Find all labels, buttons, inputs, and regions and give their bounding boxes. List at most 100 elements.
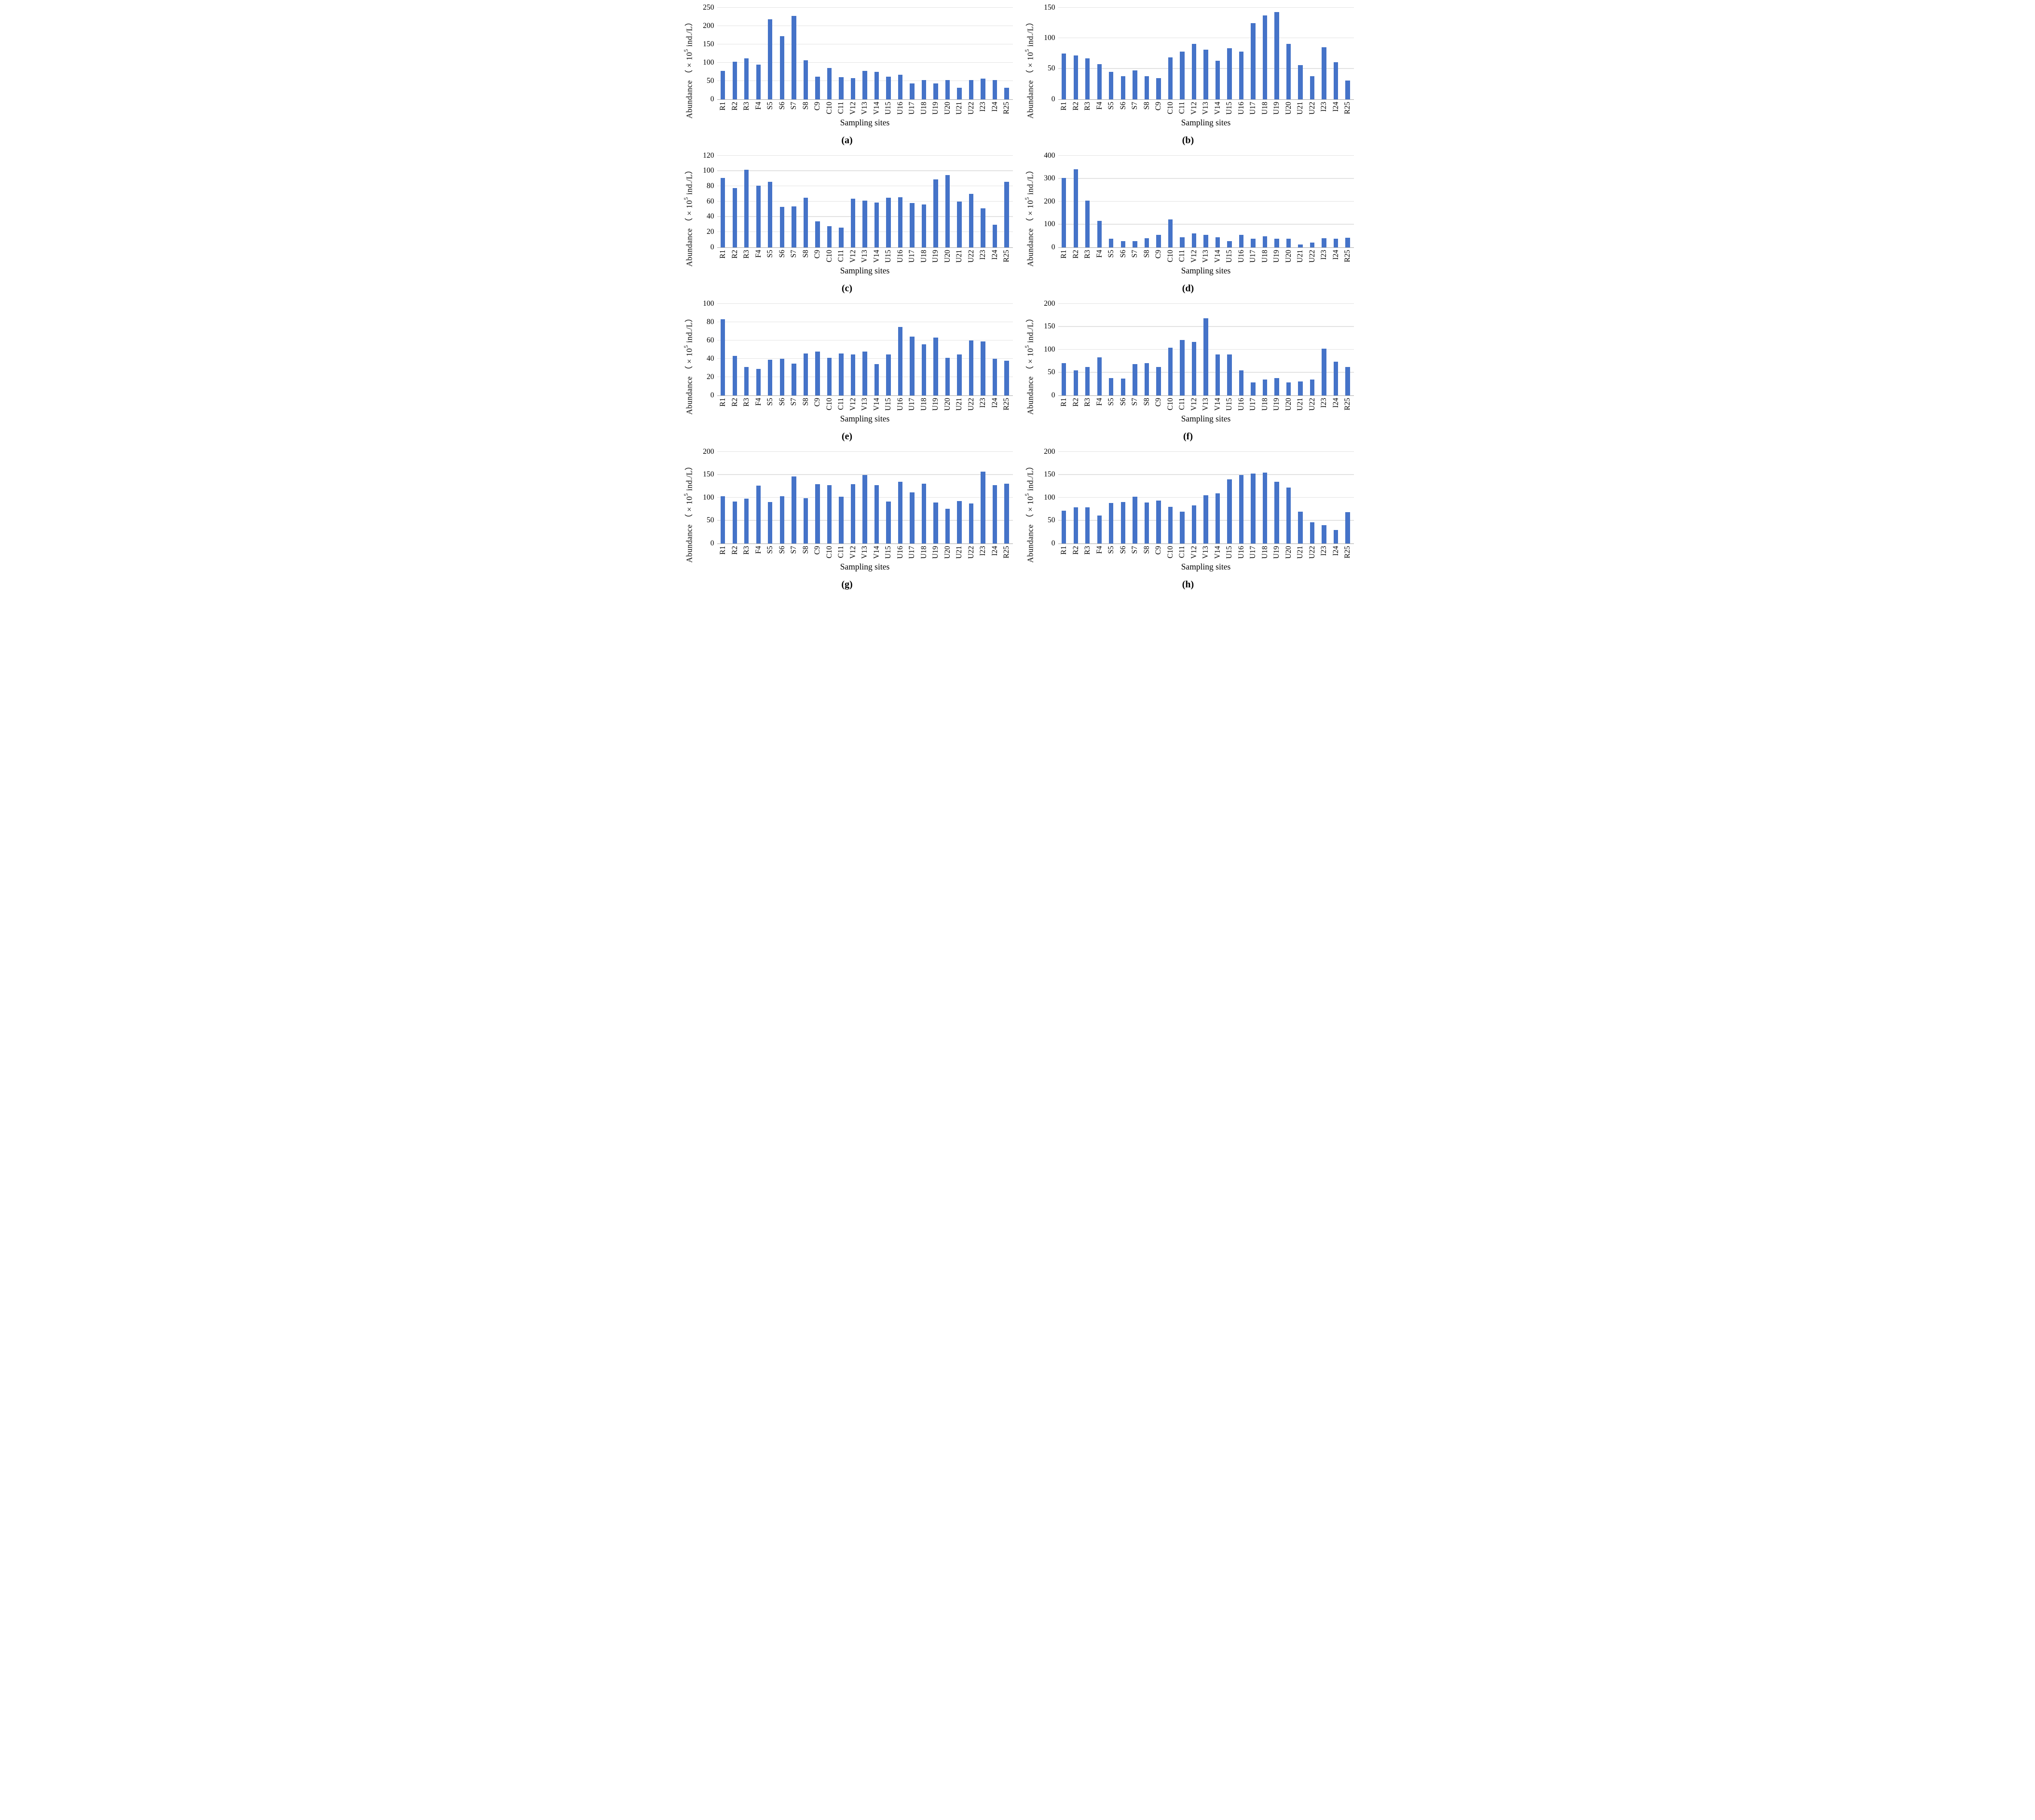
bar-S8: [803, 60, 808, 99]
bar-R2: [732, 188, 737, 247]
bar-U16: [1239, 52, 1244, 99]
bar-slot: [1235, 156, 1247, 247]
bar-slot: [1153, 452, 1165, 543]
x-tick-cell: R25: [1342, 102, 1354, 115]
y-tick-label: 80: [707, 317, 714, 326]
bar-U21: [1298, 381, 1303, 395]
x-tick-label-R1: R1: [719, 102, 727, 111]
y-axis-title: Abundance （×105 ind./L）: [1024, 17, 1035, 119]
bar-slot: [1235, 452, 1247, 543]
bar-slot: [942, 8, 954, 99]
bar-slot: [954, 8, 966, 99]
x-tick-label-R25: R25: [1002, 102, 1011, 114]
bar-C11: [839, 353, 844, 395]
bar-V13: [862, 351, 867, 395]
bar-R2: [1073, 370, 1078, 395]
x-tick-label-I24: I24: [990, 250, 999, 260]
x-tick-cell: U21: [954, 102, 966, 115]
bar-slot: [788, 156, 800, 247]
bar-slot: [1001, 304, 1013, 395]
bar-slot: [1129, 452, 1141, 543]
bar-slot: [1212, 304, 1224, 395]
bar-slot: [1330, 452, 1342, 543]
bar-V13: [862, 71, 867, 99]
bar-slot: [1164, 8, 1176, 99]
bar-V14: [1215, 237, 1220, 247]
bar-U18: [1262, 15, 1268, 99]
bar-slot: [1295, 8, 1307, 99]
x-tick-cell: V13: [1200, 398, 1212, 411]
bars-container: [1058, 8, 1354, 99]
gridline: [1058, 224, 1354, 225]
bar-slot: [894, 156, 906, 247]
bar-slot: [800, 8, 812, 99]
y-axis-title-superscript: 5: [1024, 49, 1030, 52]
x-tick-label-U16: U16: [1237, 546, 1245, 559]
plot-column: R1 R2 R3 F4 S5 S6 S7 S8 C9 C10 C11 V12 V13 V14 U15 U16 U…: [1058, 7, 1354, 128]
x-tick-cell: U17: [906, 398, 918, 411]
x-tick-cell: R2: [1070, 102, 1082, 115]
x-tick-cell: R1: [717, 102, 729, 115]
x-tick-cell: U18: [1259, 398, 1271, 411]
x-tick-cell: U22: [965, 250, 977, 263]
x-tick-cell: S7: [788, 398, 800, 411]
x-tick-label-U18: U18: [919, 546, 928, 559]
bar-U21: [1298, 244, 1303, 247]
bar-C9: [1156, 78, 1161, 99]
y-axis-title: Abundance （×105 ind./L）: [1024, 462, 1035, 563]
bar-V13: [1203, 234, 1208, 247]
bar-slot: [1082, 156, 1094, 247]
bar-U17: [910, 203, 915, 247]
bar-slot: [717, 304, 729, 395]
gridline: [717, 7, 1013, 8]
bar-U20: [945, 80, 950, 99]
y-axis-title-box: Abundance （×105 ind./L）: [1023, 156, 1037, 276]
bar-R1: [721, 71, 725, 99]
y-tick-labels: 0 50 100 150 200: [1037, 299, 1058, 398]
x-tick-label-S5: S5: [766, 398, 775, 406]
bar-slot: [788, 452, 800, 543]
x-tick-cell: S6: [1117, 250, 1129, 263]
x-tick-label-U18: U18: [1260, 102, 1269, 115]
x-tick-label-V13: V13: [860, 398, 869, 411]
x-tick-label-U16: U16: [896, 250, 904, 263]
bar-slot: [1188, 156, 1200, 247]
x-tick-label-S5: S5: [1107, 102, 1116, 110]
bar-slot: [717, 8, 729, 99]
bar-slot: [741, 156, 753, 247]
x-tick-label-V13: V13: [860, 250, 869, 263]
bar-S5: [768, 502, 773, 543]
x-tick-label-U17: U17: [908, 398, 916, 411]
x-tick-cell: I24: [1330, 250, 1342, 263]
bar-S7: [1133, 241, 1137, 247]
x-tick-label-U16: U16: [896, 546, 904, 559]
bar-slot: [800, 304, 812, 395]
x-tick-cell: V13: [1200, 250, 1212, 263]
bar-U21: [957, 501, 962, 543]
x-tick-cell: I23: [977, 398, 989, 411]
x-tick-cell: I24: [1330, 102, 1342, 115]
x-tick-label-U21: U21: [955, 102, 964, 115]
gridline: [717, 155, 1013, 156]
bar-slot: [1141, 156, 1153, 247]
x-tick-label-V12: V12: [848, 398, 857, 411]
x-tick-cell: R1: [1058, 546, 1070, 559]
x-tick-label-U21: U21: [955, 250, 964, 263]
bar-slot: [1330, 304, 1342, 395]
bar-slot: [871, 304, 883, 395]
plot-column: R1 R2 R3 F4 S5 S6 S7 S8 C9 C10 C11 V12 V13 V14 U15 U16 U…: [717, 7, 1013, 128]
bar-V14: [1215, 61, 1220, 99]
bar-slot: [1082, 8, 1094, 99]
x-tick-label-U18: U18: [919, 398, 928, 411]
y-tick-label: 0: [710, 391, 714, 399]
bar-U22: [969, 503, 974, 543]
x-tick-cell: S5: [1106, 102, 1118, 115]
x-tick-label-U21: U21: [955, 546, 964, 559]
bar-R1: [721, 319, 725, 395]
bar-slot: [1058, 8, 1070, 99]
chart-area-g: Abundance （×105 ind./L） 0 50 100 150 200 R1 R2 R…: [682, 448, 1013, 572]
y-axis-title-superscript: 5: [683, 493, 689, 496]
y-tick-label: 50: [1048, 368, 1055, 376]
bar-slot: [741, 452, 753, 543]
x-tick-label-U22: U22: [967, 546, 975, 559]
